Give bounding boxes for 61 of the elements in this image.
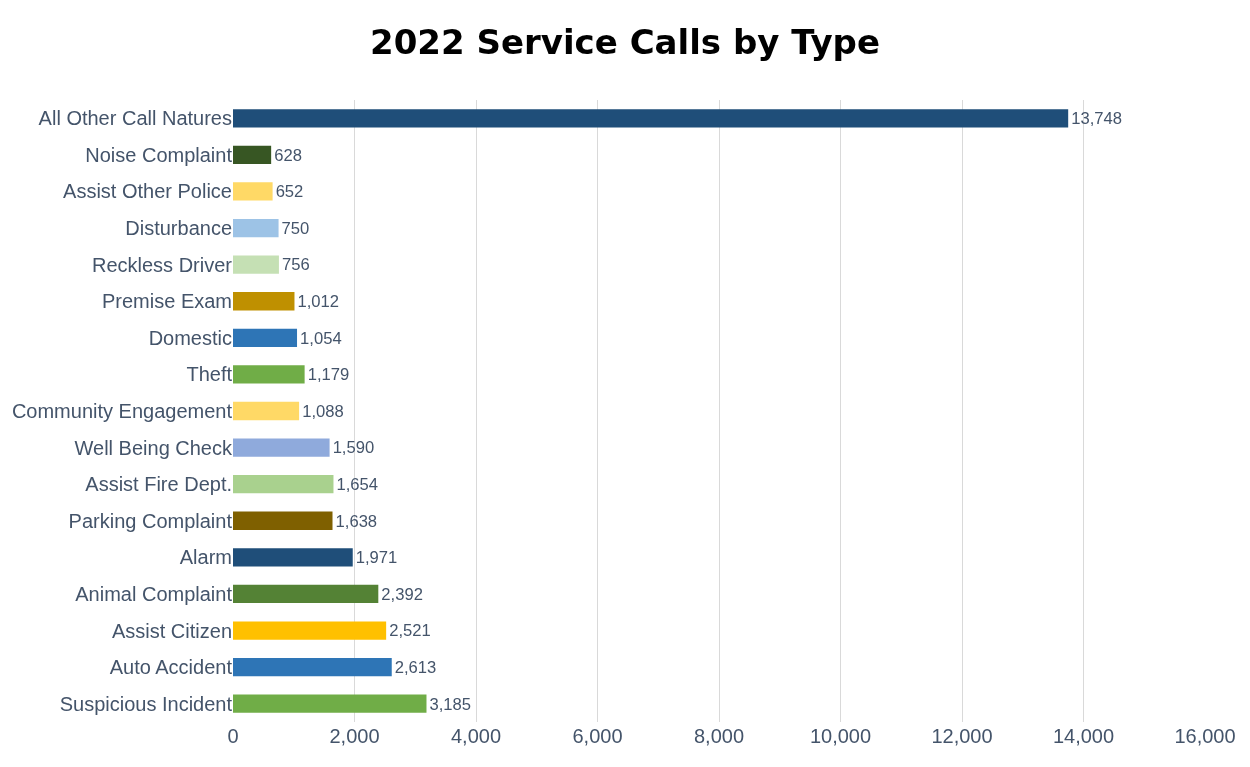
x-tick-label: 12,000 xyxy=(931,725,993,747)
y-tick-label: Well Being Check xyxy=(74,436,233,459)
x-tick-label: 4,000 xyxy=(450,725,502,747)
x-tick-label: 14,000 xyxy=(1052,725,1115,747)
x-tick-label: 6,000 xyxy=(572,725,623,747)
x-tick-label: 2,000 xyxy=(329,725,380,747)
data-label: 1,971 xyxy=(355,548,398,568)
data-label: 1,012 xyxy=(297,292,340,312)
bar xyxy=(233,438,330,457)
bar xyxy=(233,365,305,384)
y-tick-label: Noise Complaint xyxy=(85,143,233,166)
data-label: 2,613 xyxy=(394,657,437,677)
x-tick-label: 16,000 xyxy=(1174,725,1236,747)
y-tick-label: Parking Complaint xyxy=(68,509,233,532)
bar xyxy=(233,328,298,347)
data-label: 1,590 xyxy=(332,438,375,458)
chart-title: 2022 Service Calls by Type xyxy=(370,22,880,63)
y-tick-label: Assist Citizen xyxy=(111,619,232,642)
bar xyxy=(233,109,1069,128)
y-tick-label: Suspicious Incident xyxy=(59,692,233,715)
y-tick-label: Premise Exam xyxy=(101,290,232,313)
data-label: 1,054 xyxy=(300,328,342,348)
x-tick-label: 10,000 xyxy=(809,725,872,747)
y-tick-label: Assist Other Police xyxy=(63,180,232,203)
data-label: 628 xyxy=(274,145,302,165)
bar xyxy=(233,182,273,201)
x-tick-label: 8,000 xyxy=(693,725,745,747)
y-tick-label: Assist Fire Dept. xyxy=(85,473,232,496)
data-label: 652 xyxy=(275,182,304,202)
bar xyxy=(233,621,387,640)
y-tick-label: All Other Call Natures xyxy=(38,107,232,130)
bar xyxy=(233,145,272,165)
data-label: 1,654 xyxy=(336,474,379,494)
data-label: 2,392 xyxy=(381,584,423,604)
x-tick-label: 0 xyxy=(227,725,239,747)
bar xyxy=(233,657,392,677)
bar xyxy=(233,475,334,494)
bar xyxy=(233,401,300,421)
bar xyxy=(233,694,427,713)
y-tick-label: Theft xyxy=(186,363,233,386)
y-tick-label: Domestic xyxy=(148,326,232,349)
y-tick-label: Reckless Driver xyxy=(91,253,233,276)
data-label: 1,638 xyxy=(335,511,378,531)
y-tick-label: Disturbance xyxy=(125,217,232,240)
data-label: 2,521 xyxy=(389,621,431,641)
bar xyxy=(233,511,333,530)
bar xyxy=(233,218,279,238)
data-label: 1,179 xyxy=(307,365,350,385)
data-label: 756 xyxy=(281,255,310,275)
bar xyxy=(233,255,279,274)
y-tick-label: Animal Complaint xyxy=(75,582,233,605)
data-label: 1,088 xyxy=(302,401,344,421)
bar xyxy=(233,548,353,567)
data-label: 13,748 xyxy=(1071,109,1123,129)
data-label: 3,185 xyxy=(429,694,472,714)
y-tick-label: Community Engagement xyxy=(11,400,233,422)
bar xyxy=(233,584,379,604)
y-tick-label: Alarm xyxy=(179,546,232,569)
y-tick-label: Auto Accident xyxy=(109,656,233,679)
data-label: 750 xyxy=(281,218,310,238)
bar xyxy=(233,292,295,311)
